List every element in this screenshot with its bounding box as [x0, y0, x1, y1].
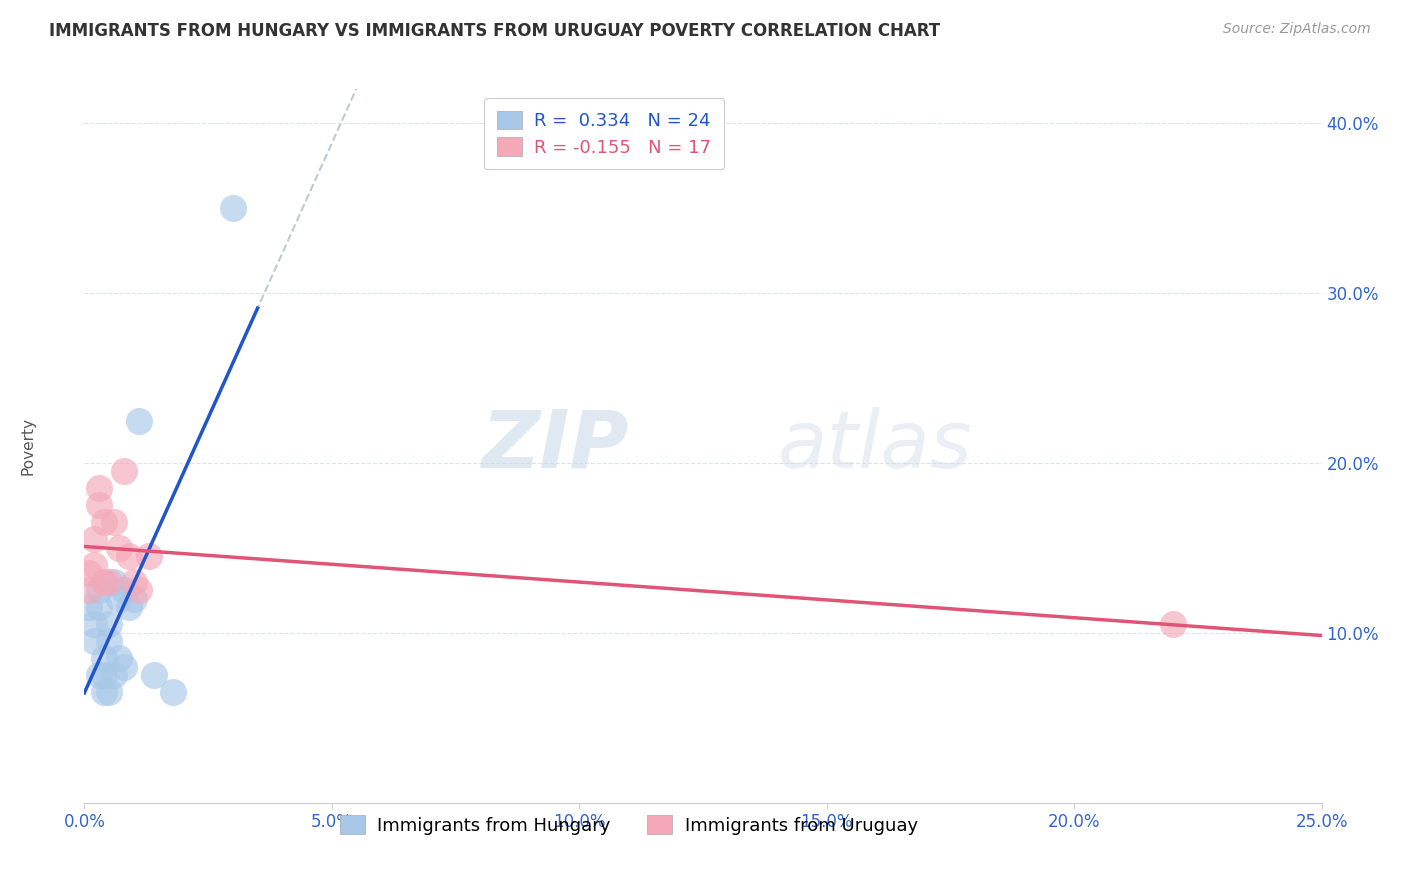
Point — [103, 516, 125, 530]
Point — [98, 574, 121, 589]
Text: IMMIGRANTS FROM HUNGARY VS IMMIGRANTS FROM URUGUAY POVERTY CORRELATION CHART: IMMIGRANTS FROM HUNGARY VS IMMIGRANTS FR… — [49, 22, 941, 40]
Point — [112, 660, 135, 674]
Point — [108, 651, 131, 665]
Point — [98, 634, 121, 648]
Point — [222, 201, 245, 215]
Point — [98, 685, 121, 699]
Point — [103, 668, 125, 682]
Legend: Immigrants from Hungary, Immigrants from Uruguay: Immigrants from Hungary, Immigrants from… — [328, 803, 931, 847]
Point — [83, 558, 105, 572]
Point — [93, 574, 115, 589]
Point — [89, 668, 111, 682]
Point — [118, 600, 141, 615]
Point — [138, 549, 160, 564]
Text: Source: ZipAtlas.com: Source: ZipAtlas.com — [1223, 22, 1371, 37]
Point — [128, 413, 150, 427]
Point — [89, 583, 111, 598]
Point — [122, 591, 145, 606]
Point — [122, 574, 145, 589]
Point — [83, 533, 105, 547]
Point — [118, 549, 141, 564]
Point — [162, 685, 184, 699]
Point — [89, 600, 111, 615]
Point — [108, 591, 131, 606]
Point — [98, 617, 121, 632]
Point — [79, 566, 101, 581]
Point — [83, 634, 105, 648]
Point — [103, 574, 125, 589]
Point — [128, 583, 150, 598]
Point — [83, 617, 105, 632]
Point — [93, 685, 115, 699]
Point — [89, 482, 111, 496]
Point — [93, 668, 115, 682]
Point — [112, 583, 135, 598]
Point — [79, 583, 101, 598]
Point — [89, 499, 111, 513]
Point — [112, 465, 135, 479]
Text: ZIP: ZIP — [481, 407, 628, 485]
Point — [79, 600, 101, 615]
Point — [1161, 617, 1184, 632]
Point — [108, 541, 131, 555]
Point — [93, 651, 115, 665]
Y-axis label: Poverty: Poverty — [21, 417, 35, 475]
Text: atlas: atlas — [778, 407, 972, 485]
Point — [93, 516, 115, 530]
Point — [142, 668, 165, 682]
